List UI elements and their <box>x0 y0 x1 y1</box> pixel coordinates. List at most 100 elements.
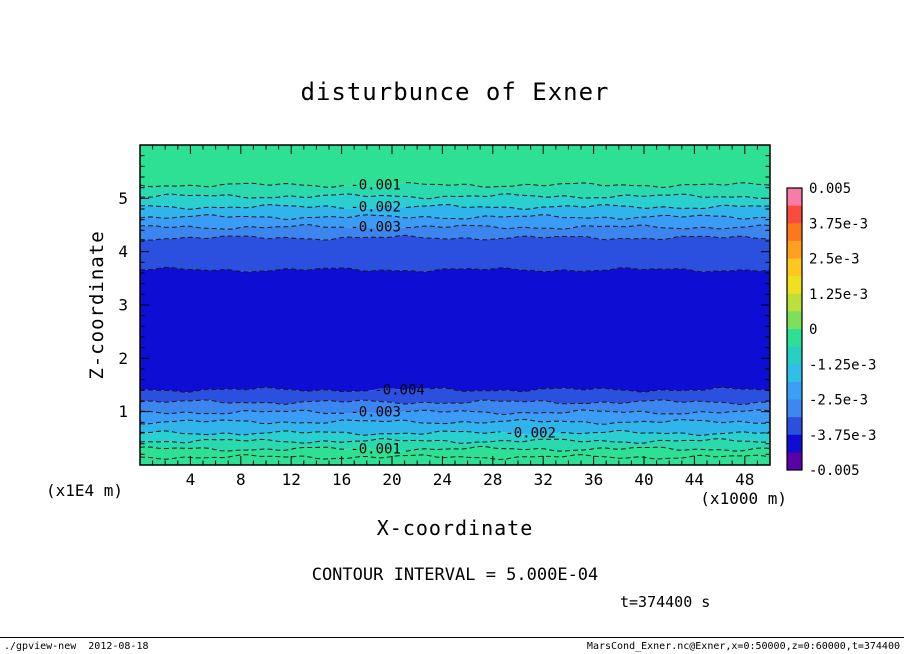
contour-line <box>139 399 771 406</box>
x-axis-label: X-coordinate <box>376 516 534 540</box>
x-tick-label: 24 <box>433 470 452 489</box>
colorbar-segment <box>787 381 802 400</box>
y-axis-label: Z-coordinate <box>86 230 108 380</box>
contour-line <box>139 193 771 200</box>
colorbar-segment <box>787 364 802 383</box>
time-label: t=374400 s <box>620 593 711 611</box>
contour-band <box>140 193 770 210</box>
contour-line <box>139 204 346 210</box>
colorbar-label: 1.25e-3 <box>809 287 868 303</box>
colorbar-segment <box>787 223 802 242</box>
x-tick-label: 32 <box>534 470 553 489</box>
contour-band <box>140 182 770 199</box>
contour-label: -0.001 <box>350 442 401 458</box>
contour-line <box>139 446 346 452</box>
contour-band <box>140 145 770 188</box>
contour-line <box>139 386 370 393</box>
colorbar-segment <box>787 205 802 224</box>
contour-line <box>139 430 501 436</box>
colorbar-label: 3.75e-3 <box>809 216 868 232</box>
contour-lines: -0.001 -0.002 -0.003 -0.004 -0.003 -0.002 -0.0… <box>139 178 771 461</box>
colorbar-label: 0 <box>809 322 817 338</box>
contour-band <box>140 224 770 241</box>
contour-line <box>429 386 771 393</box>
contour-interval-label: CONTOUR INTERVAL = 5.000E-04 <box>311 565 599 585</box>
colorbar-segment <box>787 240 802 259</box>
x-tick-label: 28 <box>483 470 502 489</box>
contour-line <box>139 266 771 273</box>
colorbar-segment <box>787 311 802 330</box>
x-tick-label: 20 <box>382 470 401 489</box>
footer-divider <box>0 637 904 638</box>
contour-line <box>405 224 771 230</box>
contour-line <box>405 445 771 452</box>
colorbar-label: 0.005 <box>809 181 851 197</box>
contour-band <box>140 387 770 405</box>
y-tick-label: 5 <box>118 189 128 208</box>
x-tick-label: 8 <box>236 470 246 489</box>
x-tick-label: 4 <box>186 470 196 489</box>
contour-line <box>139 454 771 461</box>
contour-label: -0.001 <box>350 178 401 194</box>
colorbar-segment <box>787 346 802 365</box>
y-tick-labels: 1 2 3 4 5 <box>118 189 128 421</box>
colorbar-segment <box>787 417 802 436</box>
x-tick-label: 12 <box>282 470 301 489</box>
colorbar-segment <box>787 276 802 295</box>
contour-line <box>139 182 346 188</box>
footer-source-text: MarsCond_Exner.nc@Exner,x=0:50000,z=0:60… <box>586 641 900 652</box>
contour-line <box>405 409 771 416</box>
footer-command-text: ./gpview-new 2012-08-18 <box>4 641 149 652</box>
colorbar-label: -3.75e-3 <box>809 428 876 444</box>
contour-band <box>140 235 770 272</box>
contour-line <box>139 418 771 425</box>
contour-label: -0.003 <box>350 220 401 236</box>
contour-line <box>405 203 771 210</box>
contour-label: -0.004 <box>374 382 425 398</box>
colorbar-segment <box>787 434 802 453</box>
x-tick-label: 48 <box>735 470 754 489</box>
colorbar-segment <box>787 452 802 471</box>
contour-band <box>140 446 770 465</box>
x-tick-label: 40 <box>634 470 653 489</box>
x-tick-label: 16 <box>332 470 351 489</box>
contour-line <box>139 437 771 444</box>
contour-band <box>140 399 770 415</box>
colorbar-label: -2.5e-3 <box>809 393 868 409</box>
y-axis-unit-label: (x1E4 m) <box>46 481 124 500</box>
y-tick-label: 3 <box>118 296 128 315</box>
contour-label: -0.002 <box>505 426 556 442</box>
x-tick-label: 36 <box>584 470 603 489</box>
contour-band <box>140 409 770 425</box>
contour-band <box>140 267 770 393</box>
colorbar-segment <box>787 188 802 207</box>
contour-band <box>140 204 770 220</box>
x-tick-label: 44 <box>685 470 704 489</box>
colorbar-segment <box>787 399 802 418</box>
contour-line <box>139 409 346 415</box>
x-tick-labels: 4 8 12 16 20 24 28 32 36 40 44 48 <box>186 470 755 489</box>
colorbar-frame <box>786 187 803 471</box>
contour-line <box>140 224 346 230</box>
contour-line <box>405 182 771 189</box>
colorbar-segment <box>787 329 802 348</box>
x-axis-unit-label: (x1000 m) <box>700 489 787 508</box>
contour-line <box>560 429 771 436</box>
contour-line <box>139 234 771 241</box>
colorbar: 0.005 3.75e-3 2.5e-3 1.25e-3 0 -1.25e-3 -2.5e-… <box>786 181 876 479</box>
colorbar-segment <box>787 258 802 277</box>
contour-label: -0.002 <box>350 199 401 215</box>
colorbar-segment <box>787 293 802 312</box>
y-tick-label: 4 <box>118 242 128 261</box>
contour-band <box>140 438 770 452</box>
axis-ticks <box>140 145 770 465</box>
y-tick-label: 2 <box>118 349 128 368</box>
contour-line <box>139 214 771 220</box>
colorbar-label: -1.25e-3 <box>809 357 876 373</box>
contour-bands <box>140 145 770 465</box>
figure-title: disturbunce of Exner <box>300 78 610 106</box>
contour-band <box>140 430 770 444</box>
y-tick-label: 1 <box>118 402 128 421</box>
colorbar-label: -0.005 <box>809 463 860 479</box>
